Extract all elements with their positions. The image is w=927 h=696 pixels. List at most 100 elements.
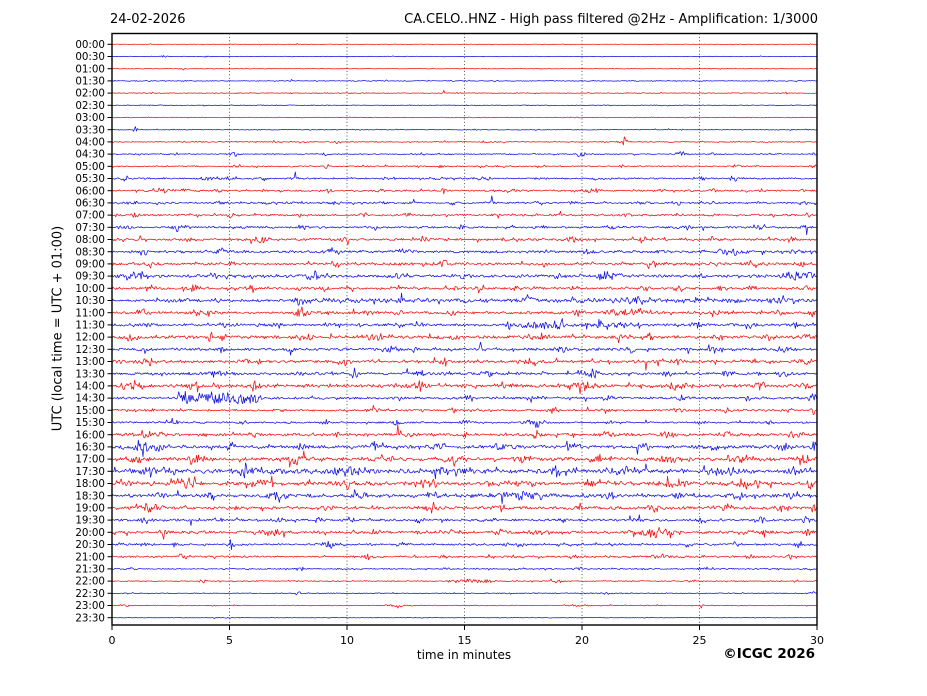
y-tick-label-20:30: 20:30 — [75, 539, 105, 551]
y-tick-label-20:00: 20:00 — [75, 527, 105, 539]
y-tick-label-09:00: 09:00 — [75, 259, 105, 271]
trace-19:00 — [112, 501, 817, 514]
y-tick-label-03:00: 03:00 — [75, 112, 105, 124]
trace-08:30 — [112, 247, 817, 256]
y-tick-label-02:00: 02:00 — [75, 88, 105, 100]
trace-04:00 — [112, 136, 817, 146]
trace-13:00 — [112, 357, 817, 371]
trace-00:00 — [112, 43, 817, 46]
y-tick-label-16:30: 16:30 — [75, 442, 105, 454]
trace-09:00 — [112, 259, 817, 269]
x-tick-label-10: 10 — [340, 634, 354, 647]
trace-05:00 — [112, 164, 817, 169]
trace-15:30 — [112, 417, 817, 428]
x-tick-label-30: 30 — [810, 634, 824, 647]
y-tick-label-17:30: 17:30 — [75, 466, 105, 478]
y-tick-label-01:30: 01:30 — [75, 76, 105, 88]
trace-03:00 — [112, 116, 817, 119]
x-tick-label-20: 20 — [575, 634, 589, 647]
y-tick-label-14:30: 14:30 — [75, 393, 105, 405]
y-tick-label-09:30: 09:30 — [75, 271, 105, 283]
y-tick-label-18:00: 18:00 — [75, 478, 105, 490]
trace-18:00 — [112, 475, 817, 490]
trace-11:00 — [112, 306, 817, 318]
y-tick-label-19:30: 19:30 — [75, 515, 105, 527]
trace-11:30 — [112, 318, 817, 330]
trace-18:30 — [112, 489, 817, 504]
trace-13:30 — [112, 367, 817, 379]
trace-21:30 — [112, 566, 817, 572]
y-tick-label-08:00: 08:00 — [75, 234, 105, 246]
y-tick-label-15:30: 15:30 — [75, 417, 105, 429]
trace-09:30 — [112, 270, 817, 281]
trace-17:00 — [112, 450, 817, 468]
trace-07:00 — [112, 210, 817, 219]
trace-22:30 — [112, 591, 817, 596]
y-tick-label-03:30: 03:30 — [75, 124, 105, 136]
trace-02:00 — [112, 90, 817, 95]
x-tick-label-0: 0 — [109, 634, 116, 647]
y-tick-label-17:00: 17:00 — [75, 454, 105, 466]
y-tick-label-22:30: 22:30 — [75, 588, 105, 600]
y-tick-label-21:00: 21:00 — [75, 551, 105, 563]
trace-16:30 — [112, 439, 817, 457]
trace-16:00 — [112, 424, 817, 439]
y-tick-label-06:30: 06:30 — [75, 198, 105, 210]
copyright-label: ©ICGC 2026 — [723, 646, 815, 662]
trace-20:30 — [112, 539, 817, 550]
trace-17:30 — [112, 462, 817, 480]
trace-00:30 — [112, 55, 817, 58]
trace-15:00 — [112, 405, 817, 416]
trace-12:30 — [112, 342, 817, 356]
trace-10:00 — [112, 284, 817, 294]
y-tick-label-15:00: 15:00 — [75, 405, 105, 417]
y-tick-label-22:00: 22:00 — [75, 576, 105, 588]
trace-01:00 — [112, 67, 817, 71]
y-tick-label-05:00: 05:00 — [75, 161, 105, 173]
y-tick-label-07:00: 07:00 — [75, 210, 105, 222]
trace-14:30 — [112, 390, 817, 405]
x-tick-label-25: 25 — [693, 634, 707, 647]
y-tick-label-04:00: 04:00 — [75, 137, 105, 149]
y-tick-label-13:00: 13:00 — [75, 356, 105, 368]
y-tick-label-23:00: 23:00 — [75, 600, 105, 612]
trace-06:30 — [112, 195, 817, 206]
y-tick-label-07:30: 07:30 — [75, 222, 105, 234]
trace-05:30 — [112, 171, 817, 182]
trace-10:30 — [112, 292, 817, 306]
y-tick-label-00:30: 00:30 — [75, 51, 105, 63]
y-tick-label-13:30: 13:30 — [75, 368, 105, 380]
axes-frame: 00:0000:3001:0001:3002:0002:3003:0003:30… — [75, 32, 824, 647]
y-tick-label-02:30: 02:30 — [75, 100, 105, 112]
y-tick-label-21:30: 21:30 — [75, 564, 105, 576]
trace-02:30 — [112, 104, 817, 107]
y-tick-label-19:00: 19:00 — [75, 503, 105, 515]
y-tick-label-08:30: 08:30 — [75, 246, 105, 258]
trace-14:00 — [112, 379, 817, 394]
y-tick-label-10:30: 10:30 — [75, 295, 105, 307]
y-tick-label-05:30: 05:30 — [75, 173, 105, 185]
y-tick-label-01:00: 01:00 — [75, 63, 105, 75]
trace-23:00 — [112, 604, 817, 609]
trace-06:00 — [112, 187, 817, 195]
y-tick-label-16:00: 16:00 — [75, 429, 105, 441]
date-label: 24-02-2026 — [110, 12, 186, 27]
trace-03:30 — [112, 126, 817, 132]
trace-23:30 — [112, 616, 817, 620]
trace-07:30 — [112, 224, 817, 235]
x-tick-label-5: 5 — [226, 634, 233, 647]
y-tick-label-12:00: 12:00 — [75, 332, 105, 344]
y-tick-label-00:00: 00:00 — [75, 39, 105, 51]
trace-08:00 — [112, 235, 817, 245]
y-tick-label-11:00: 11:00 — [75, 307, 105, 319]
y-tick-label-11:30: 11:30 — [75, 320, 105, 332]
trace-20:00 — [112, 527, 817, 540]
trace-19:30 — [112, 514, 817, 526]
plot-title: CA.CELO..HNZ - High pass filtered @2Hz -… — [404, 12, 818, 27]
y-tick-label-10:00: 10:00 — [75, 283, 105, 295]
gridlines — [229, 33, 700, 625]
y-tick-label-18:30: 18:30 — [75, 490, 105, 502]
trace-21:00 — [112, 553, 817, 561]
